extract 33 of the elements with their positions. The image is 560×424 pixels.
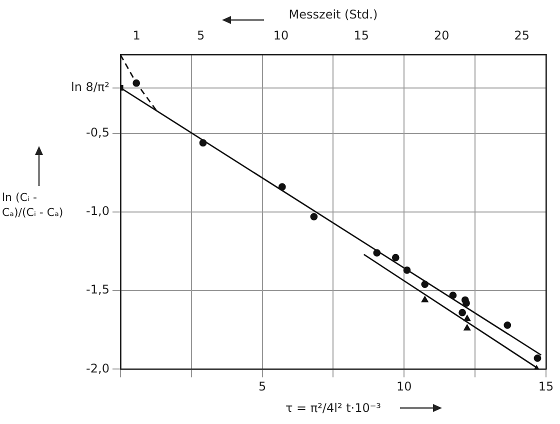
point bbox=[421, 280, 429, 288]
x2-tick-label: 5 bbox=[196, 28, 205, 43]
y-tick-label: -2,0 bbox=[86, 361, 110, 376]
point bbox=[534, 354, 542, 362]
point bbox=[464, 324, 470, 331]
x2-tick-label: 1 bbox=[132, 28, 140, 43]
point bbox=[504, 321, 512, 329]
y-tick-label: -1,0 bbox=[86, 204, 110, 218]
x-axis-title: τ = π²/4l² t·10⁻³ bbox=[285, 400, 382, 415]
point bbox=[278, 183, 286, 191]
y-tick-label: -0,5 bbox=[86, 126, 110, 140]
point bbox=[462, 299, 470, 307]
x2-tick-label: 15 bbox=[354, 28, 369, 43]
point bbox=[449, 292, 457, 300]
x2-tick-label: 10 bbox=[273, 28, 289, 43]
x-tick-label: 10 bbox=[396, 380, 412, 394]
x-tick-label: 15 bbox=[538, 380, 554, 394]
point bbox=[310, 213, 318, 220]
point bbox=[392, 254, 400, 262]
point bbox=[422, 296, 428, 302]
point bbox=[132, 79, 140, 87]
point bbox=[373, 249, 381, 257]
point bbox=[458, 308, 466, 316]
x2-tick-label: 20 bbox=[434, 28, 450, 43]
y-axis-title: ln (Cᵢ - Cₐ)/(Cᵢ - Cₐ) bbox=[2, 190, 64, 220]
point bbox=[464, 315, 470, 322]
point bbox=[403, 266, 411, 274]
x2-tick-label: 25 bbox=[514, 28, 530, 43]
y-tick-label: ln 8/π² bbox=[71, 80, 110, 94]
point bbox=[199, 139, 207, 147]
x-tick-label: 5 bbox=[258, 380, 266, 394]
y-tick-label: -1,5 bbox=[86, 282, 110, 297]
x2-axis-title: Messzeit (Std.) bbox=[288, 7, 378, 22]
